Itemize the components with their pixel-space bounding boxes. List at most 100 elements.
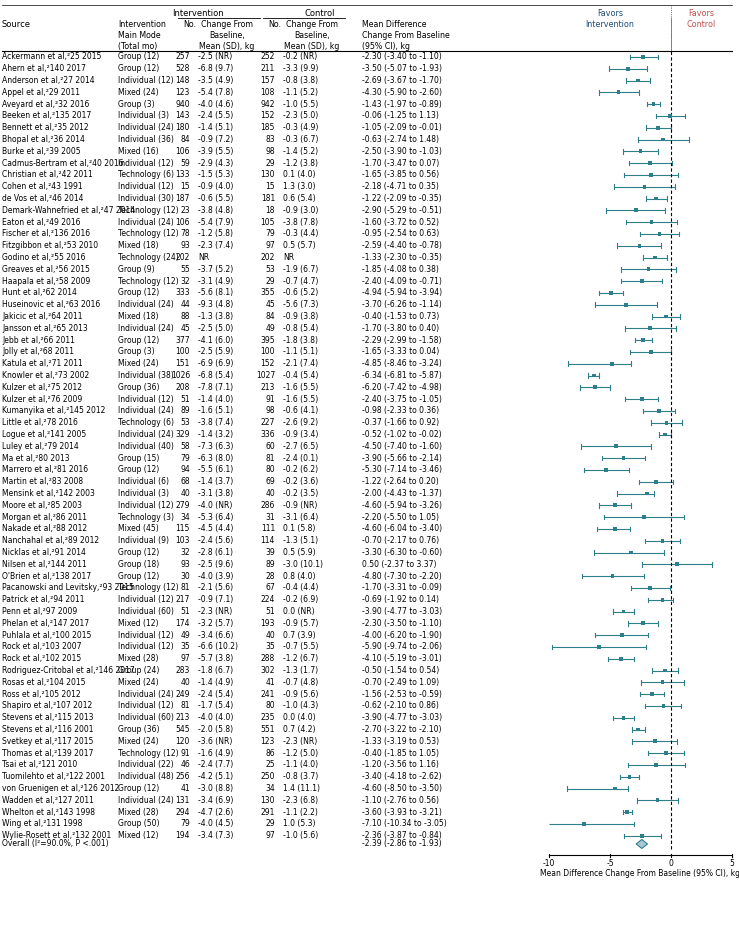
Text: -4.0 (3.9): -4.0 (3.9) bbox=[198, 572, 234, 580]
Text: -1.85 (-4.08 to 0.38): -1.85 (-4.08 to 0.38) bbox=[362, 265, 439, 274]
Text: 115: 115 bbox=[176, 524, 190, 533]
Text: 1.4 (11.1): 1.4 (11.1) bbox=[283, 784, 320, 793]
Text: -0.70 (-2.49 to 1.09): -0.70 (-2.49 to 1.09) bbox=[362, 678, 439, 686]
Text: 81: 81 bbox=[265, 454, 275, 463]
Text: Demark-Wahnefried et al,²47 2014: Demark-Wahnefried et al,²47 2014 bbox=[2, 206, 135, 215]
Text: 252: 252 bbox=[261, 53, 275, 61]
Text: -4.5 (4.4): -4.5 (4.4) bbox=[198, 524, 234, 533]
Text: Wylie-Rosett et al,²132 2001: Wylie-Rosett et al,²132 2001 bbox=[2, 831, 112, 840]
Bar bbox=[650, 692, 654, 696]
Text: 81: 81 bbox=[180, 583, 190, 593]
Bar bbox=[648, 327, 652, 331]
Text: 105: 105 bbox=[261, 218, 275, 226]
Text: Individual (60): Individual (60) bbox=[118, 714, 174, 722]
Text: -4.60 (-5.94 to -3.26): -4.60 (-5.94 to -3.26) bbox=[362, 500, 442, 510]
Text: 93: 93 bbox=[180, 241, 190, 250]
Text: -4.0 (4.0): -4.0 (4.0) bbox=[198, 714, 234, 722]
Text: 51: 51 bbox=[180, 607, 190, 616]
Text: 133: 133 bbox=[175, 170, 190, 179]
Text: -3.70 (-6.26 to -1.14): -3.70 (-6.26 to -1.14) bbox=[362, 300, 442, 309]
Bar bbox=[663, 433, 667, 437]
Text: Ackermann et al,²25 2015: Ackermann et al,²25 2015 bbox=[2, 53, 101, 61]
Bar bbox=[593, 385, 597, 389]
Text: 34: 34 bbox=[180, 513, 190, 521]
Text: Ahern et al,²140 2017: Ahern et al,²140 2017 bbox=[2, 64, 86, 73]
Text: Technology (12): Technology (12) bbox=[118, 277, 179, 285]
Text: -0.40 (-1.53 to 0.73): -0.40 (-1.53 to 0.73) bbox=[362, 312, 439, 321]
Bar bbox=[610, 575, 614, 578]
Text: 213: 213 bbox=[176, 714, 190, 722]
Text: 152: 152 bbox=[261, 112, 275, 120]
Text: 250: 250 bbox=[261, 772, 275, 781]
Text: -1.2 (6.7): -1.2 (6.7) bbox=[283, 654, 318, 663]
Text: Individual (24): Individual (24) bbox=[118, 300, 174, 309]
Text: -4.60 (-8.50 to -3.50): -4.60 (-8.50 to -3.50) bbox=[362, 784, 442, 793]
Text: 152: 152 bbox=[261, 360, 275, 368]
Text: Jolly et al,²68 2011: Jolly et al,²68 2011 bbox=[2, 347, 74, 357]
Text: 53: 53 bbox=[265, 265, 275, 274]
Text: -1.1 (4.0): -1.1 (4.0) bbox=[283, 761, 318, 769]
Text: -1.05 (-2.09 to -0.01): -1.05 (-2.09 to -0.01) bbox=[362, 123, 442, 132]
Text: Individual (12): Individual (12) bbox=[118, 159, 174, 167]
Text: Mixed (24): Mixed (24) bbox=[118, 737, 159, 746]
Text: -3.8 (4.8): -3.8 (4.8) bbox=[198, 206, 233, 215]
Text: Group (12): Group (12) bbox=[118, 466, 159, 474]
Text: Change From
Baseline,
Mean (SD), kg: Change From Baseline, Mean (SD), kg bbox=[285, 20, 340, 52]
Text: -2.50 (-3.90 to -1.03): -2.50 (-3.90 to -1.03) bbox=[362, 146, 442, 156]
Text: 194: 194 bbox=[175, 831, 190, 840]
Text: -3.8 (7.4): -3.8 (7.4) bbox=[198, 418, 234, 427]
Text: 106: 106 bbox=[175, 146, 190, 156]
Text: 49: 49 bbox=[265, 324, 275, 332]
Text: Bennett et al,²35 2012: Bennett et al,²35 2012 bbox=[2, 123, 89, 132]
Text: 29: 29 bbox=[265, 159, 275, 167]
Bar bbox=[648, 586, 652, 590]
Bar bbox=[613, 503, 617, 507]
Text: -4.2 (5.1): -4.2 (5.1) bbox=[198, 772, 233, 781]
Text: Individual (12): Individual (12) bbox=[118, 631, 174, 639]
Bar bbox=[649, 173, 653, 177]
Text: -2.3 (NR): -2.3 (NR) bbox=[198, 607, 232, 616]
Text: 202: 202 bbox=[261, 253, 275, 262]
Polygon shape bbox=[636, 839, 647, 849]
Text: 174: 174 bbox=[175, 619, 190, 628]
Text: Individual (40): Individual (40) bbox=[118, 442, 174, 451]
Text: 5: 5 bbox=[729, 859, 735, 869]
Text: Group (12): Group (12) bbox=[118, 335, 159, 345]
Text: -2.3 (5.0): -2.3 (5.0) bbox=[283, 112, 319, 120]
Bar bbox=[664, 421, 668, 424]
Text: 0.0 (4.0): 0.0 (4.0) bbox=[283, 714, 316, 722]
Text: Individual (3): Individual (3) bbox=[118, 112, 169, 120]
Text: -0.50 (-1.54 to 0.54): -0.50 (-1.54 to 0.54) bbox=[362, 666, 439, 675]
Text: Martin et al,²83 2008: Martin et al,²83 2008 bbox=[2, 477, 83, 486]
Text: 302: 302 bbox=[261, 666, 275, 675]
Text: 0.0 (NR): 0.0 (NR) bbox=[283, 607, 315, 616]
Text: 395: 395 bbox=[260, 335, 275, 345]
Text: 187: 187 bbox=[176, 194, 190, 203]
Text: -0.9 (5.6): -0.9 (5.6) bbox=[283, 689, 319, 699]
Text: -6.6 (10.2): -6.6 (10.2) bbox=[198, 642, 238, 652]
Text: 286: 286 bbox=[261, 500, 275, 510]
Text: Individual (24): Individual (24) bbox=[118, 430, 174, 439]
Text: Group (3): Group (3) bbox=[118, 100, 154, 109]
Text: -2.9 (4.3): -2.9 (4.3) bbox=[198, 159, 234, 167]
Text: Mixed (24): Mixed (24) bbox=[118, 360, 159, 368]
Text: 528: 528 bbox=[176, 64, 190, 73]
Text: 97: 97 bbox=[180, 654, 190, 663]
Text: -5.6 (7.3): -5.6 (7.3) bbox=[283, 300, 319, 309]
Text: von Gruenigen et al,²126 2012: von Gruenigen et al,²126 2012 bbox=[2, 784, 120, 793]
Text: -0.2 (3.6): -0.2 (3.6) bbox=[283, 477, 319, 486]
Text: 25: 25 bbox=[265, 761, 275, 769]
Text: Mixed (28): Mixed (28) bbox=[118, 654, 158, 663]
Text: -2.4 (5.5): -2.4 (5.5) bbox=[198, 112, 234, 120]
Text: 249: 249 bbox=[175, 689, 190, 699]
Text: -1.3 (5.1): -1.3 (5.1) bbox=[283, 536, 318, 546]
Text: No.: No. bbox=[183, 20, 197, 29]
Text: Nanchahal et al,²89 2012: Nanchahal et al,²89 2012 bbox=[2, 536, 99, 546]
Text: -3.1 (6.4): -3.1 (6.4) bbox=[283, 513, 319, 521]
Text: -3.2 (5.7): -3.2 (5.7) bbox=[198, 619, 234, 628]
Text: -2.1 (7.4): -2.1 (7.4) bbox=[283, 360, 318, 368]
Text: -4.60 (-6.04 to -3.40): -4.60 (-6.04 to -3.40) bbox=[362, 524, 442, 533]
Text: -7.10 (-10.34 to -3.05): -7.10 (-10.34 to -3.05) bbox=[362, 820, 447, 828]
Text: 55: 55 bbox=[180, 265, 190, 274]
Text: Group (12): Group (12) bbox=[118, 288, 159, 298]
